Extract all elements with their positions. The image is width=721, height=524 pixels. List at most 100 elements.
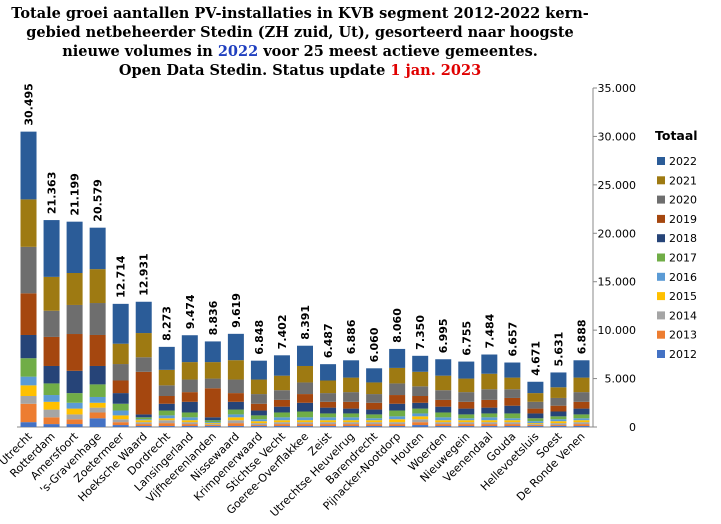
- bar-segment: [504, 377, 521, 390]
- total-label: 12.714: [115, 255, 128, 298]
- bar-segment: [135, 357, 152, 372]
- title-part: gebied netbeheerder Stedin (ZH zuid, Ut)…: [26, 24, 574, 41]
- bar-segment: [504, 424, 521, 427]
- bar-segment: [181, 417, 198, 421]
- bar-segment: [250, 403, 267, 411]
- bar-segment: [273, 424, 290, 427]
- total-label: 6.888: [575, 319, 588, 354]
- bar-segment: [43, 417, 60, 425]
- bar-segment: [573, 360, 590, 378]
- bar-segment: [504, 418, 521, 421]
- bar-segment: [550, 411, 567, 417]
- bar-segment: [389, 367, 406, 384]
- bar-segment: [458, 426, 475, 427]
- legend-swatch: [657, 330, 665, 339]
- bar-segment: [458, 418, 475, 421]
- bar-segment: [89, 269, 106, 304]
- bar-segment: [181, 335, 198, 363]
- bar-segment: [297, 382, 313, 395]
- bar-segment: [227, 333, 244, 361]
- bar-segment: [550, 372, 567, 388]
- bar-segment: [481, 407, 498, 414]
- bar-segment: [458, 420, 475, 423]
- bar-segment: [158, 396, 175, 404]
- legend-label: 2012: [669, 348, 697, 361]
- bar-segment: [273, 375, 290, 391]
- total-label: 20.579: [92, 179, 105, 221]
- bar-segment: [366, 414, 383, 419]
- chart-title: nieuwe volumes in 2022 voor 25 meest act…: [62, 43, 538, 60]
- bar-segment: [435, 406, 452, 413]
- bar-segment: [550, 405, 567, 412]
- bar-segment: [297, 345, 313, 366]
- bar-segment: [366, 420, 383, 423]
- total-label: 6.755: [460, 321, 473, 356]
- bar-segment: [573, 401, 590, 409]
- bar-segment: [343, 420, 360, 423]
- bar-segment: [343, 413, 360, 418]
- bar-segment: [412, 419, 429, 423]
- bar-segment: [112, 303, 129, 344]
- bar-segment: [43, 276, 60, 311]
- bar-segment: [320, 407, 337, 414]
- bar-segment: [66, 221, 83, 273]
- bar-segment: [573, 426, 590, 427]
- total-label: 21.199: [69, 173, 82, 215]
- bar-segment: [458, 361, 475, 379]
- bar-segment: [573, 377, 590, 393]
- bar-segment: [412, 402, 429, 409]
- bar-segment: [343, 401, 360, 409]
- bar-segment: [343, 377, 360, 393]
- y-tick-label: 15.000: [598, 276, 637, 289]
- total-label: 9.474: [184, 294, 197, 329]
- y-tick-label: 0: [629, 421, 636, 434]
- bar-segment: [250, 394, 267, 404]
- total-label: 8.836: [207, 300, 220, 335]
- bar-segment: [412, 408, 429, 414]
- bar-segment: [181, 379, 198, 393]
- bar-segment: [343, 360, 360, 378]
- bar-segment: [181, 392, 198, 402]
- bar-segment: [135, 417, 152, 420]
- bar-segment: [43, 310, 60, 337]
- bar-segment: [435, 412, 452, 418]
- bar-segment: [550, 387, 567, 398]
- y-tick-label: 25.000: [598, 179, 637, 192]
- total-label: 21.363: [46, 172, 59, 214]
- bar-segment: [135, 419, 152, 421]
- bar-segment: [343, 426, 360, 427]
- bar-segment: [204, 362, 221, 379]
- bar-segment: [250, 415, 267, 420]
- bar-segment: [458, 422, 475, 425]
- bar-segment: [297, 394, 313, 403]
- legend-swatch: [657, 350, 665, 358]
- bar-segment: [89, 384, 106, 397]
- bar-segment: [250, 421, 267, 424]
- bar-segment: [227, 423, 244, 427]
- bar-segment: [158, 403, 175, 411]
- bar-segment: [320, 424, 337, 427]
- bar-segment: [527, 421, 544, 424]
- chart-title: gebied netbeheerder Stedin (ZH zuid, Ut)…: [26, 24, 574, 41]
- bar-segment: [112, 364, 129, 381]
- bar-segment: [227, 420, 244, 424]
- total-label: 7.484: [483, 313, 496, 348]
- bar-segment: [343, 408, 360, 414]
- bar-segment: [204, 425, 221, 427]
- bar-segment: [204, 341, 221, 363]
- bar-segment: [366, 424, 383, 427]
- legend-label: 2022: [669, 155, 697, 168]
- bar-segment: [20, 403, 37, 423]
- bar-segment: [573, 418, 590, 421]
- legend-swatch: [657, 272, 665, 281]
- bar-segment: [412, 371, 429, 387]
- total-label: 6.886: [345, 319, 358, 354]
- bar-segment: [112, 425, 129, 427]
- bar-segment: [297, 402, 313, 412]
- legend-label: 2017: [669, 252, 697, 265]
- legend-swatch: [657, 195, 665, 204]
- bar-segment: [135, 424, 152, 427]
- total-label: 5.631: [552, 332, 565, 367]
- bar-segment: [158, 415, 175, 419]
- bar-segment: [320, 420, 337, 423]
